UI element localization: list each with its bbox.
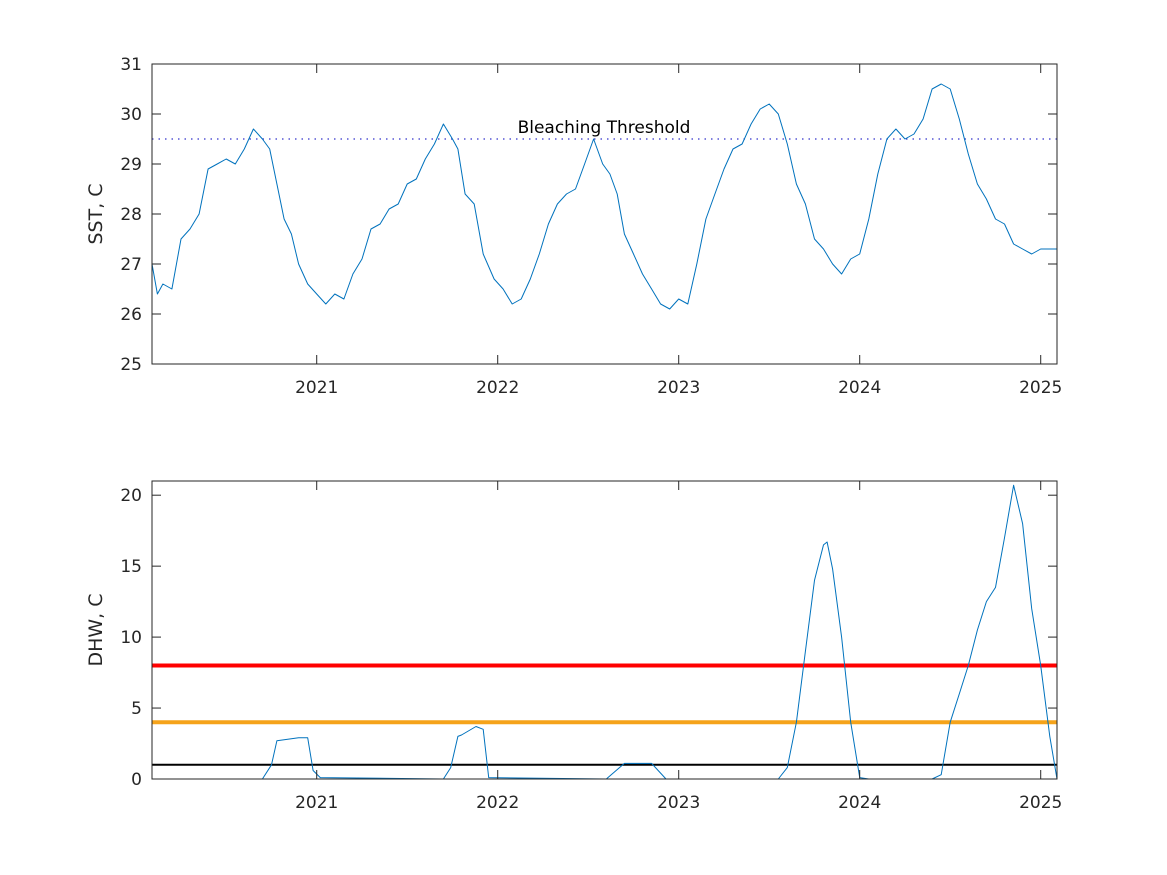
dhw-y-axis-label: DHW, C	[85, 593, 107, 666]
dhw-ticks: 0 5 10 15 20 2021 2022 2023 2024 2025	[120, 481, 1062, 813]
dhw-plot-layer	[152, 484, 1058, 780]
sst-x-tick-label: 2022	[476, 378, 519, 398]
dhw-y-tick-label: 10	[120, 628, 142, 648]
sst-y-tick-label: 27	[120, 255, 142, 275]
dhw-x-tick-label: 2021	[295, 793, 338, 813]
dhw-panel: 0 5 10 15 20 2021 2022 2023 2024 2025 DHW, C	[85, 480, 1062, 813]
sst-y-tick-label: 28	[120, 205, 142, 225]
sst-y-tick-label: 30	[120, 105, 142, 125]
dhw-y-tick-label: 0	[131, 770, 142, 790]
sst-y-tick-label: 25	[120, 355, 142, 375]
dhw-x-tick-label: 2024	[838, 793, 881, 813]
dhw-y-tick-label: 20	[120, 486, 142, 506]
sst-y-axis-label: SST, C	[85, 183, 107, 244]
dhw-y-tick-label: 5	[131, 699, 142, 719]
dhw-x-tick-label: 2023	[657, 793, 700, 813]
dhw-x-tick-label: 2022	[476, 793, 519, 813]
sst-x-tick-label: 2021	[295, 378, 338, 398]
sst-y-tick-label: 31	[120, 55, 142, 75]
sst-ticks: 25 26 27 28 29 30 31 2021 2022 2023 2024 2025	[120, 55, 1062, 398]
sst-y-tick-label: 29	[120, 155, 142, 175]
bleaching-threshold-label: Bleaching Threshold	[518, 118, 691, 138]
sst-plot-layer	[151, 83, 1057, 310]
sst-x-tick-label: 2025	[1019, 378, 1062, 398]
sst-panel: 25 26 27 28 29 30 31 2021 2022 2023 2024 2025 SST, …	[85, 55, 1062, 398]
dhw-x-tick-label: 2025	[1019, 793, 1062, 813]
sst-x-tick-label: 2023	[657, 378, 700, 398]
dhw-y-tick-label: 15	[120, 557, 142, 577]
sst-y-tick-label: 26	[120, 305, 142, 325]
dhw-axes-box	[151, 480, 1058, 780]
dhw-series-line	[152, 484, 1058, 780]
sst-series-line	[151, 83, 1057, 310]
sst-x-tick-label: 2024	[838, 378, 881, 398]
